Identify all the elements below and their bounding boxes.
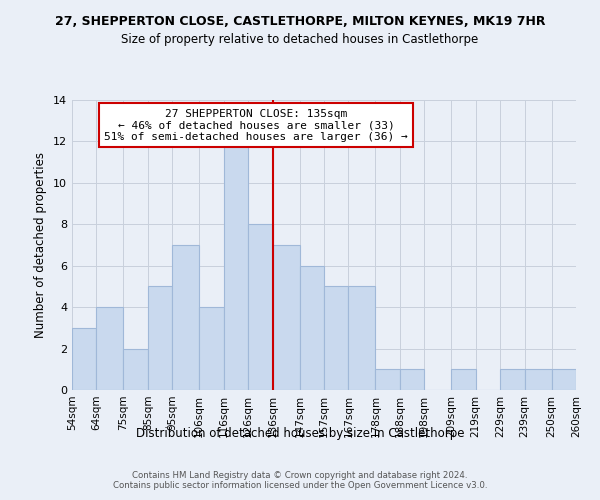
Bar [224, 142, 248, 390]
Bar [376, 370, 400, 390]
Bar [172, 245, 199, 390]
Bar [299, 266, 324, 390]
Bar [451, 370, 476, 390]
Bar [349, 286, 376, 390]
Text: 27 SHEPPERTON CLOSE: 135sqm
← 46% of detached houses are smaller (33)
51% of sem: 27 SHEPPERTON CLOSE: 135sqm ← 46% of det… [104, 108, 408, 142]
Bar [72, 328, 97, 390]
Bar [500, 370, 524, 390]
Bar [324, 286, 349, 390]
Text: Contains HM Land Registry data © Crown copyright and database right 2024.
Contai: Contains HM Land Registry data © Crown c… [113, 470, 487, 490]
Bar [124, 348, 148, 390]
Bar [148, 286, 172, 390]
Bar [97, 307, 124, 390]
Text: Distribution of detached houses by size in Castlethorpe: Distribution of detached houses by size … [136, 428, 464, 440]
Bar [400, 370, 424, 390]
Y-axis label: Number of detached properties: Number of detached properties [34, 152, 47, 338]
Bar [524, 370, 551, 390]
Bar [248, 224, 272, 390]
Bar [551, 370, 576, 390]
Bar [199, 307, 224, 390]
Text: 27, SHEPPERTON CLOSE, CASTLETHORPE, MILTON KEYNES, MK19 7HR: 27, SHEPPERTON CLOSE, CASTLETHORPE, MILT… [55, 15, 545, 28]
Bar [272, 245, 299, 390]
Text: Size of property relative to detached houses in Castlethorpe: Size of property relative to detached ho… [121, 32, 479, 46]
